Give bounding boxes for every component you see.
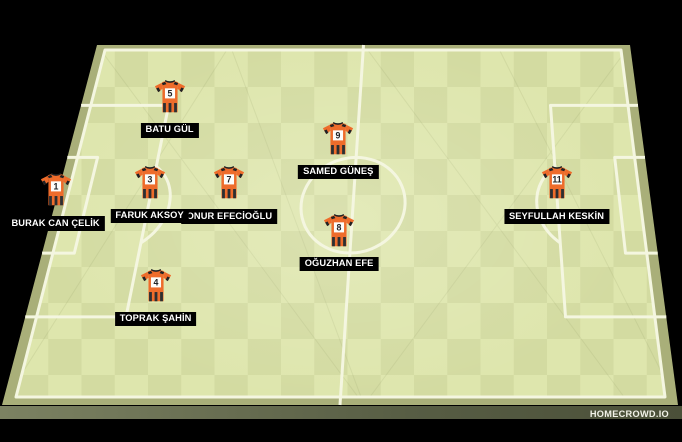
svg-text:11: 11	[552, 174, 561, 184]
svg-text:9: 9	[336, 130, 341, 140]
svg-text:7: 7	[227, 174, 232, 184]
svg-text:4: 4	[153, 277, 158, 287]
svg-text:8: 8	[337, 222, 342, 232]
svg-text:1: 1	[53, 182, 58, 192]
svg-text:3: 3	[147, 174, 152, 184]
svg-text:5: 5	[167, 88, 172, 98]
